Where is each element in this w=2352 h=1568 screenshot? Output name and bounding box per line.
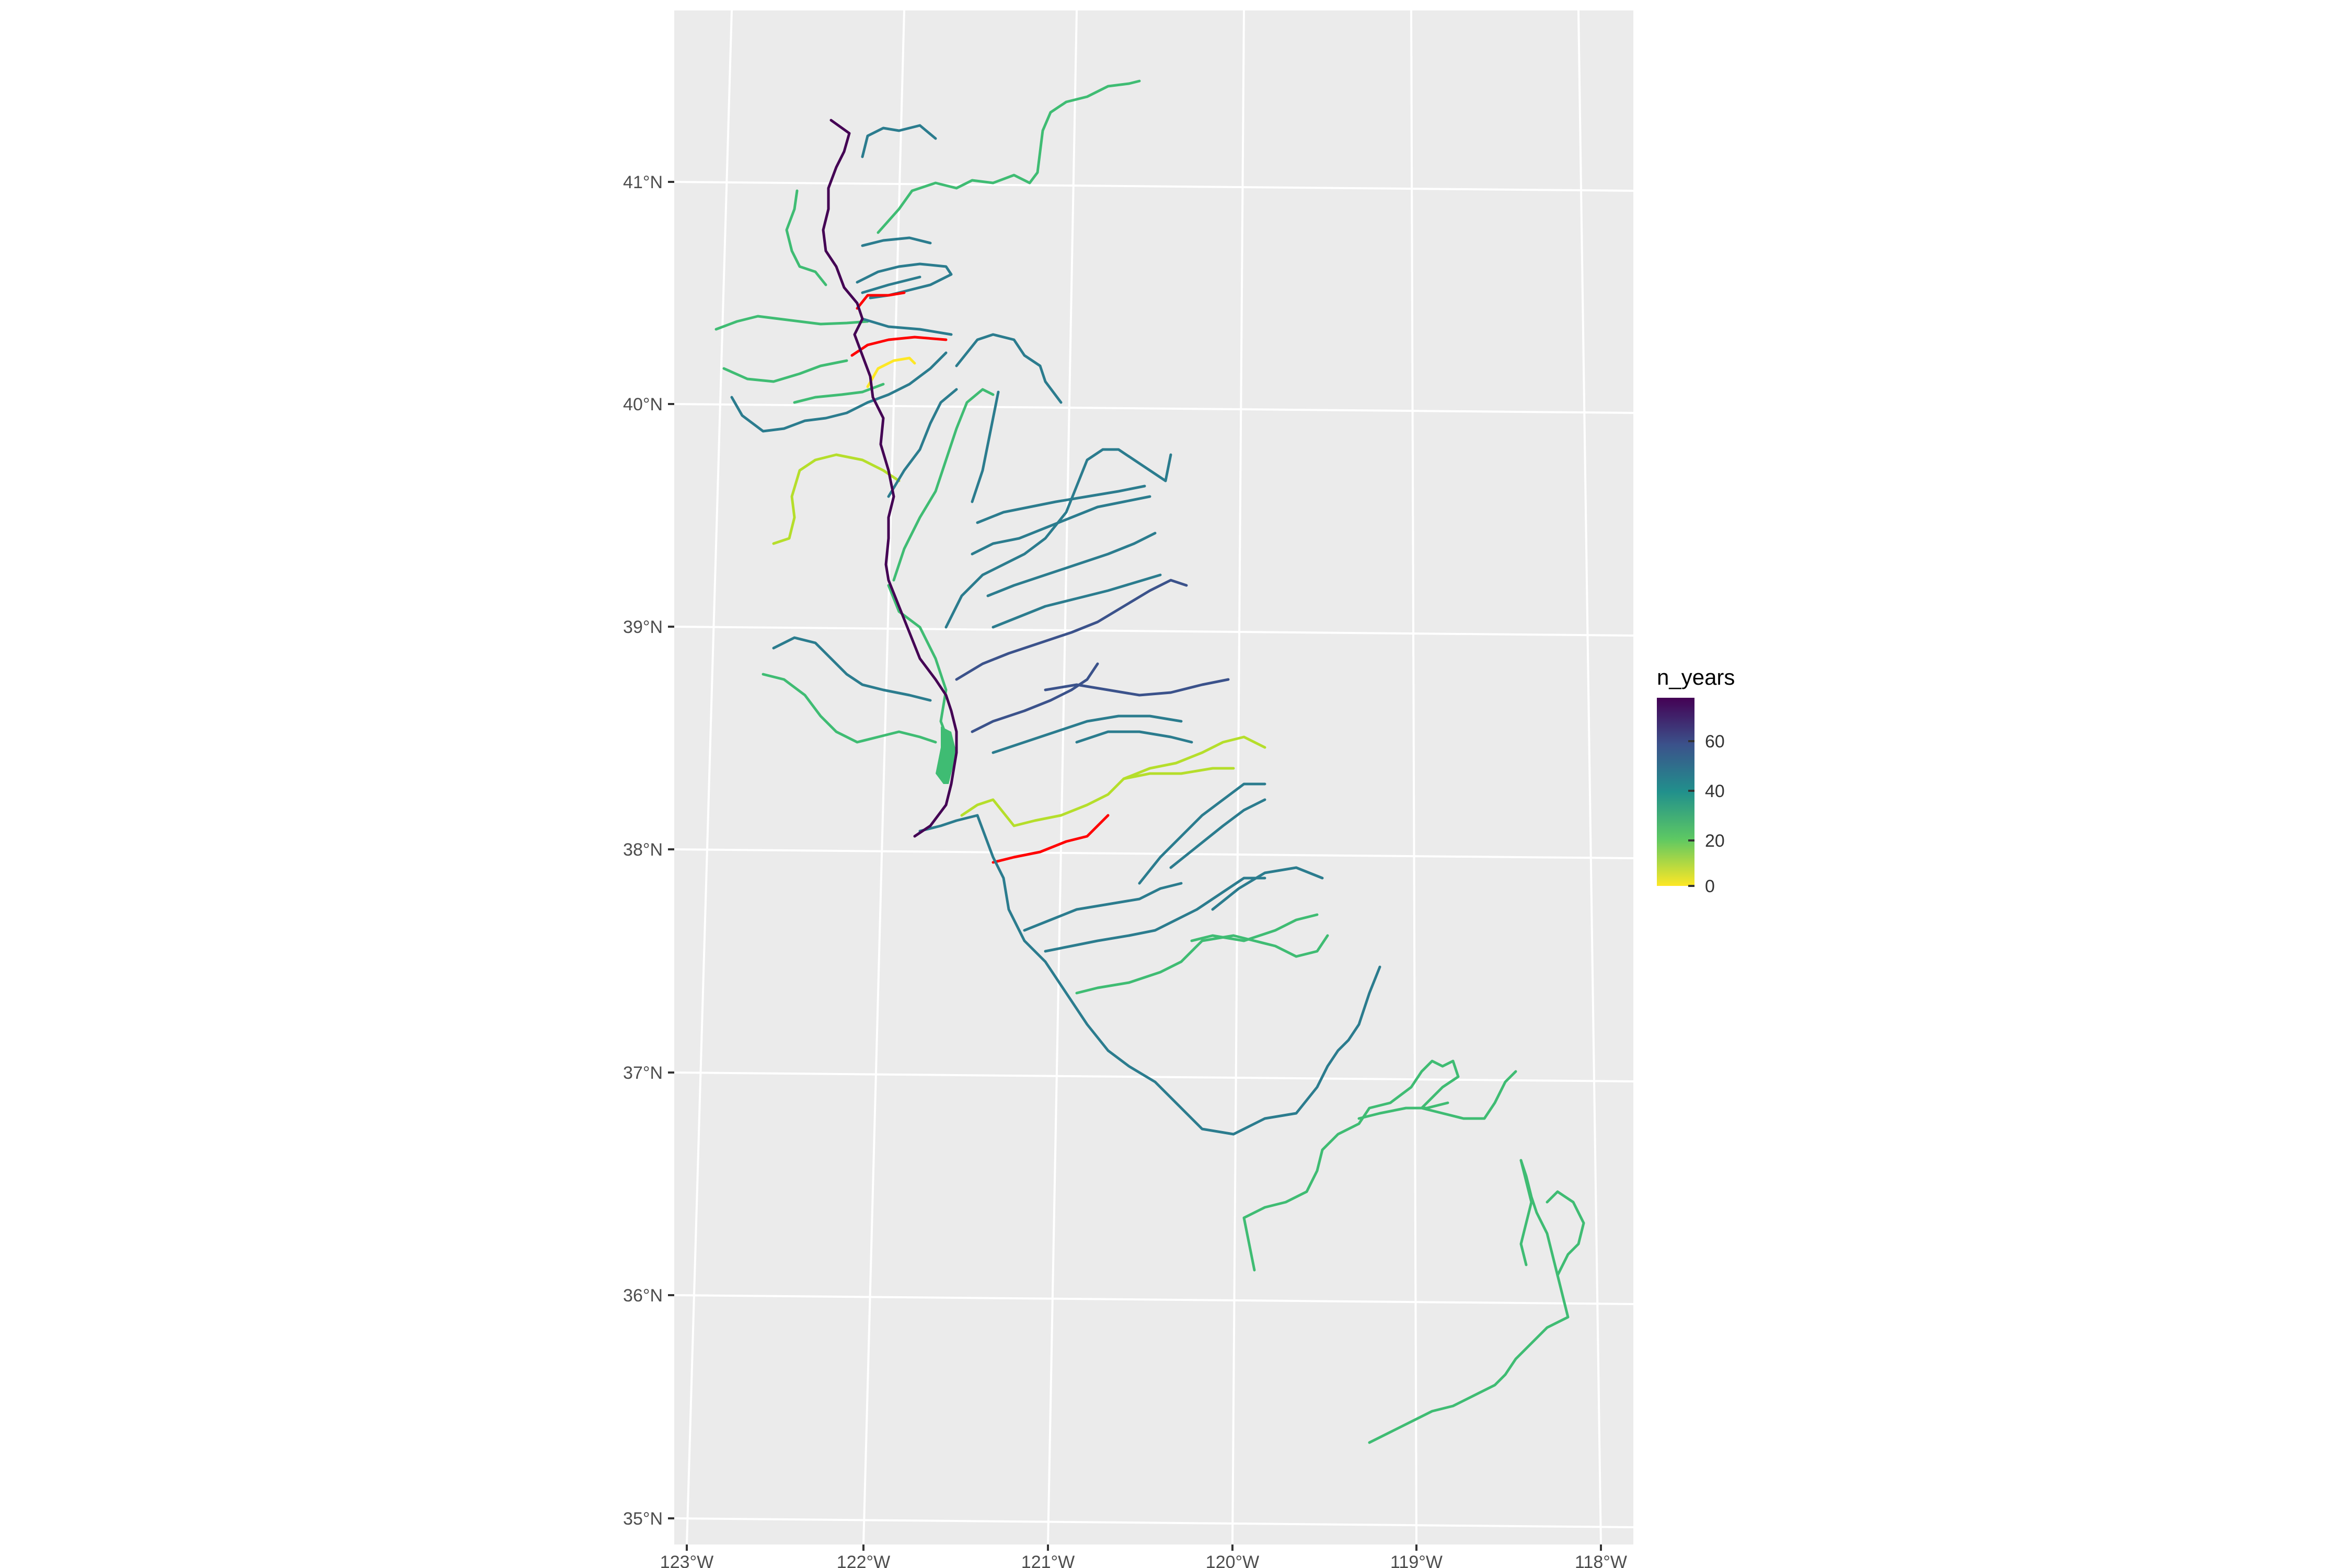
lon-line-118: [1577, 10, 1602, 1545]
lat-line-35: [674, 1517, 1634, 1528]
river-segment: [861, 275, 921, 294]
river-segment: [1519, 1159, 1533, 1266]
river-segment: [1044, 678, 1230, 697]
lat-label-39: 39°N: [623, 617, 663, 637]
river-segment: [892, 388, 995, 582]
river-segment: [918, 814, 1381, 1136]
lon-line-123: [686, 10, 733, 1545]
river-segment: [1190, 913, 1319, 942]
river-segment: [1138, 782, 1266, 885]
legend-label-0: 0: [1705, 877, 1715, 896]
lat-line-37: [674, 1071, 1634, 1082]
lon-label-121: 121°W: [1021, 1552, 1075, 1568]
lat-line-41: [674, 181, 1634, 192]
legend-label-20: 20: [1705, 831, 1725, 851]
lat-line-40: [674, 403, 1634, 414]
river-segment: [1023, 882, 1183, 932]
lon-label-120: 120°W: [1206, 1552, 1259, 1568]
lat-label-36: 36°N: [623, 1286, 663, 1306]
river-segment: [762, 673, 937, 744]
river-segment: [1169, 798, 1266, 869]
lat-label-40: 40°N: [623, 395, 663, 414]
river-segment: [1075, 730, 1193, 744]
river-segment: [986, 532, 1157, 597]
river-segment: [971, 495, 1151, 556]
river-segment: [1368, 1159, 1570, 1444]
delta-water-body: [936, 727, 956, 784]
river-segment: [730, 351, 948, 433]
river-segment: [944, 448, 1172, 629]
lat-label-38: 38°N: [623, 840, 663, 860]
river-segment: [1242, 1059, 1517, 1272]
longitude-gridlines: [686, 10, 1602, 1545]
lon-line-119: [1410, 10, 1417, 1545]
legend-title: n_years: [1657, 665, 1735, 689]
legend-label-60: 60: [1705, 732, 1725, 752]
lat-label-41: 41°N: [623, 172, 663, 192]
river-segment: [793, 383, 885, 404]
river-segment: [887, 388, 958, 498]
river-segment: [714, 315, 869, 331]
lon-label-118: 118°W: [1575, 1552, 1627, 1568]
river-segment: [1211, 866, 1324, 911]
river-segment: [1075, 934, 1329, 995]
river-segment: [866, 356, 916, 388]
river-segment: [971, 662, 1099, 733]
lon-label-123: 123°W: [660, 1552, 713, 1568]
river-segment: [1122, 767, 1235, 780]
river-segment: [991, 714, 1183, 754]
lon-line-120: [1231, 10, 1245, 1545]
river-segment: [850, 336, 948, 357]
legend: n_years 60 40 20 0: [1657, 665, 1735, 896]
river-segment: [1044, 877, 1266, 953]
lon-line-121: [1047, 10, 1078, 1545]
river-segment: [955, 579, 1188, 681]
river-segment: [722, 359, 848, 383]
river-segment: [991, 573, 1162, 629]
river-segment: [861, 124, 937, 158]
river-segment: [976, 485, 1146, 524]
river-segment: [772, 636, 932, 702]
lat-line-36: [674, 1294, 1634, 1305]
lat-axis: 41°N 40°N 39°N 38°N 37°N 36°N 35°N: [623, 172, 674, 1529]
lon-axis: 123°W 122°W 121°W 120°W 119°W 118°W: [660, 1544, 1627, 1568]
river-network: [714, 79, 1585, 1444]
map-panel: [674, 10, 1633, 1544]
river-segment: [877, 79, 1141, 234]
river-main-stem: [822, 119, 958, 838]
river-segment: [971, 390, 1000, 503]
river-segment: [772, 453, 901, 545]
river-segment: [785, 189, 827, 286]
legend-label-40: 40: [1705, 781, 1725, 801]
latitude-gridlines: [674, 181, 1634, 1528]
river-segment: [856, 291, 906, 310]
lon-label-119: 119°W: [1390, 1552, 1443, 1568]
river-segment: [991, 814, 1110, 864]
river-segment: [1357, 1101, 1449, 1120]
river-segment: [861, 236, 932, 247]
river-segment: [960, 735, 1266, 827]
lat-line-38: [674, 848, 1634, 859]
lat-line-39: [674, 626, 1634, 637]
river-segment: [955, 333, 1063, 404]
lat-label-37: 37°N: [623, 1063, 663, 1083]
lat-label-35: 35°N: [623, 1509, 663, 1529]
river-segment: [861, 317, 953, 336]
lon-label-122: 122°W: [837, 1552, 890, 1568]
river-segment: [1546, 1190, 1585, 1277]
